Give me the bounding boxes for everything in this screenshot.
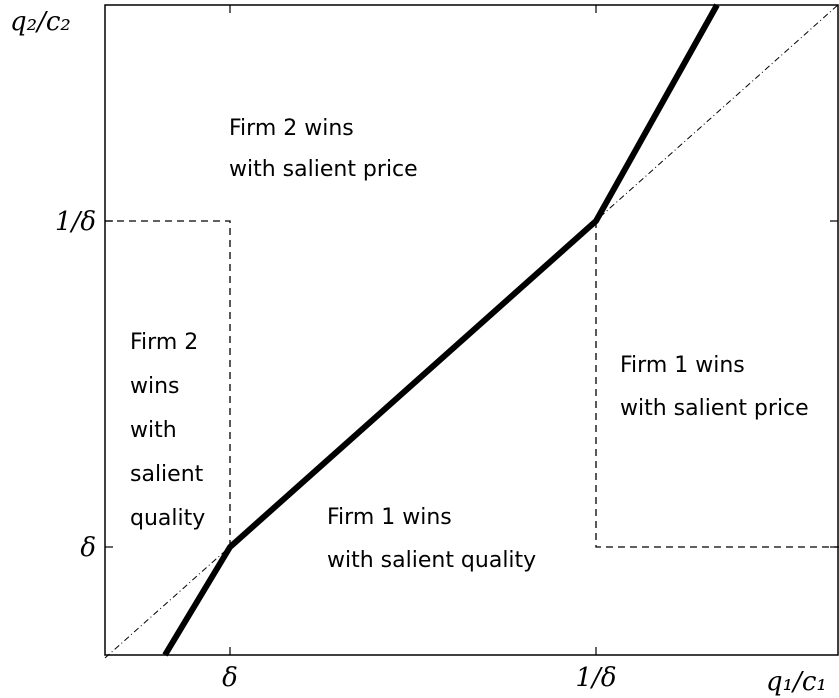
region-label: wins [130, 374, 180, 399]
region-label: with salient price [229, 157, 418, 182]
y-tick-label: δ [80, 533, 96, 563]
y-tick-label: 1/δ [55, 207, 96, 237]
region-label: salient [130, 462, 204, 487]
dashed-boundary [595, 221, 839, 548]
region-label: quality [130, 506, 205, 531]
region-label: Firm 1 wins [327, 505, 452, 530]
region-label: Firm 2 [130, 330, 198, 355]
x-axis-label: q₁/c₁ [766, 667, 827, 697]
region-label: Firm 1 wins [620, 353, 745, 378]
plot-frame [104, 4, 839, 656]
dashed-boundary [105, 220, 231, 547]
ticks [105, 5, 838, 655]
diagonal [104, 3, 839, 659]
x-tick-label: 1/δ [576, 663, 617, 693]
y-axis-label: q₂/c₂ [10, 7, 71, 37]
threshold-line [162, 3, 720, 657]
region-label: with [130, 418, 177, 443]
region-label: with salient price [620, 396, 809, 421]
region-labels: Firm 2 wins with salient price Firm 2 wins w… [130, 116, 809, 573]
region-label: Firm 2 wins [229, 116, 354, 141]
x-tick-label: δ [222, 663, 238, 693]
region-label: with salient quality [327, 548, 536, 573]
